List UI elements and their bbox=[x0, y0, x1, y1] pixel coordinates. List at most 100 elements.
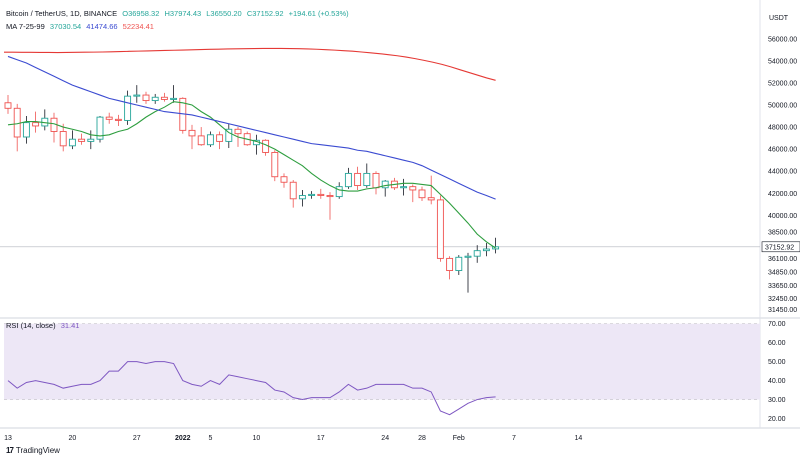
rsi-legend-label[interactable]: RSI (14, close) bbox=[6, 321, 56, 330]
low-value: L36550.20 bbox=[206, 9, 242, 18]
rsi-line bbox=[7, 361, 496, 416]
change-value: +194.61 (+0.53%) bbox=[288, 9, 349, 18]
candle-body bbox=[482, 248, 490, 252]
candle-body bbox=[298, 195, 306, 200]
ma-legend-label[interactable]: MA 7-25-99 bbox=[6, 22, 45, 31]
candle-body bbox=[308, 193, 316, 196]
time-tick-label: Feb bbox=[453, 435, 465, 442]
candle-body bbox=[216, 134, 224, 142]
rsi-tick-label: 30.00 bbox=[768, 397, 786, 404]
candle-body bbox=[280, 176, 288, 183]
candle-body bbox=[427, 197, 435, 201]
candle-body bbox=[464, 255, 472, 258]
candle-body bbox=[96, 116, 104, 140]
candle-body bbox=[363, 172, 371, 187]
close-value: C37152.92 bbox=[246, 9, 284, 18]
time-tick-label: 28 bbox=[418, 435, 426, 442]
rsi-tick-label: 60.00 bbox=[768, 340, 786, 347]
ma99-value: 52234.41 bbox=[122, 22, 154, 31]
candle-body bbox=[13, 107, 21, 138]
candles bbox=[4, 85, 500, 293]
time-tick-label: 2022 bbox=[175, 435, 191, 442]
time-tick-label: 13 bbox=[4, 435, 12, 442]
ma25-line bbox=[7, 55, 496, 200]
candle-body bbox=[473, 250, 481, 257]
tradingview-mark-icon: 17 bbox=[6, 446, 14, 455]
symbol-title[interactable]: Bitcoin / TetherUS, 1D, BINANCE bbox=[6, 9, 118, 18]
candle-body bbox=[151, 96, 159, 102]
rsi-legend[interactable]: RSI (14, close) 31.41 bbox=[6, 321, 82, 330]
candle-body bbox=[317, 193, 325, 196]
currency-label[interactable]: USDT bbox=[769, 15, 789, 22]
candle-body bbox=[446, 257, 454, 271]
candle-body bbox=[418, 189, 426, 199]
price-tick-label: 33650.00 bbox=[768, 283, 797, 290]
price-tick-label: 44000.00 bbox=[768, 169, 797, 176]
time-tick-label: 10 bbox=[253, 435, 261, 442]
time-axis[interactable]: 13 20 27 2022 5 10 17 24 28 Feb 7 14 bbox=[4, 435, 582, 442]
candle-body bbox=[188, 129, 196, 137]
time-tick-label: 24 bbox=[381, 435, 389, 442]
high-value: H37974.43 bbox=[164, 9, 202, 18]
rsi-axis[interactable]: 70.00 60.00 50.00 40.00 30.00 20.00 bbox=[768, 321, 786, 423]
price-tick-label: 38500.00 bbox=[768, 229, 797, 236]
candle-body bbox=[289, 181, 297, 200]
open-value: O36958.32 bbox=[122, 9, 160, 18]
tradingview-logo[interactable]: 17 TradingView bbox=[6, 446, 60, 455]
moving-averages bbox=[4, 47, 496, 249]
rsi-tick-label: 40.00 bbox=[768, 378, 786, 385]
candle-body bbox=[142, 94, 150, 102]
candle-body bbox=[59, 131, 67, 147]
price-tick-label: 36100.00 bbox=[768, 256, 797, 263]
candle-body bbox=[400, 186, 408, 189]
price-tick-label: 34850.00 bbox=[768, 270, 797, 277]
price-tick-label: 48000.00 bbox=[768, 125, 797, 132]
candle-body bbox=[22, 122, 30, 138]
rsi-tick-label: 70.00 bbox=[768, 321, 786, 328]
candle-body bbox=[32, 122, 40, 127]
candle-body bbox=[160, 96, 168, 100]
rsi-band bbox=[4, 323, 760, 400]
price-tick-label: 50000.00 bbox=[768, 102, 797, 109]
price-tick-label: 31450.00 bbox=[768, 307, 797, 314]
price-tick-label: 40000.00 bbox=[768, 213, 797, 220]
ma25-value: 41474.66 bbox=[86, 22, 118, 31]
symbol-legend[interactable]: Bitcoin / TetherUS, 1D, BINANCE O36958.3… bbox=[6, 9, 352, 18]
ma99-line bbox=[4, 47, 496, 81]
candle-body bbox=[354, 172, 362, 187]
last-price-label: 37152.92 bbox=[765, 244, 794, 251]
candle-body bbox=[409, 186, 417, 191]
time-tick-label: 7 bbox=[512, 435, 516, 442]
ma-legend[interactable]: MA 7-25-99 37030.54 41474.66 52234.41 bbox=[6, 22, 157, 31]
candle-body bbox=[271, 151, 279, 178]
rsi-value: 31.41 bbox=[60, 321, 80, 330]
candle-body bbox=[372, 172, 380, 189]
ma7-line bbox=[7, 101, 496, 249]
candle-body bbox=[4, 102, 12, 109]
price-tick-label: 42000.00 bbox=[768, 191, 797, 198]
candle-body bbox=[78, 138, 86, 142]
candle-body bbox=[197, 135, 205, 146]
candle-body bbox=[326, 195, 334, 198]
price-tick-label: 56000.00 bbox=[768, 36, 797, 43]
candle-body bbox=[262, 139, 270, 153]
candle-body bbox=[344, 172, 352, 188]
tradingview-name: TradingView bbox=[15, 446, 60, 455]
time-tick-label: 5 bbox=[208, 435, 212, 442]
candle-body bbox=[381, 180, 389, 189]
candle-body bbox=[133, 94, 141, 97]
rsi-tick-label: 20.00 bbox=[768, 416, 786, 423]
time-tick-label: 27 bbox=[133, 435, 141, 442]
candle-body bbox=[455, 256, 463, 271]
price-tick-label: 54000.00 bbox=[768, 58, 797, 65]
time-tick-label: 14 bbox=[575, 435, 583, 442]
candle-body bbox=[87, 138, 95, 142]
price-tick-label: 52000.00 bbox=[768, 80, 797, 87]
last-price-box bbox=[761, 241, 800, 253]
candle-body bbox=[225, 128, 233, 142]
candle-body bbox=[436, 199, 444, 259]
price-axis[interactable]: 56000.00 54000.00 52000.00 50000.00 48000.00… bbox=[761, 36, 800, 314]
candle-body bbox=[170, 97, 178, 100]
candle-body bbox=[124, 95, 132, 121]
